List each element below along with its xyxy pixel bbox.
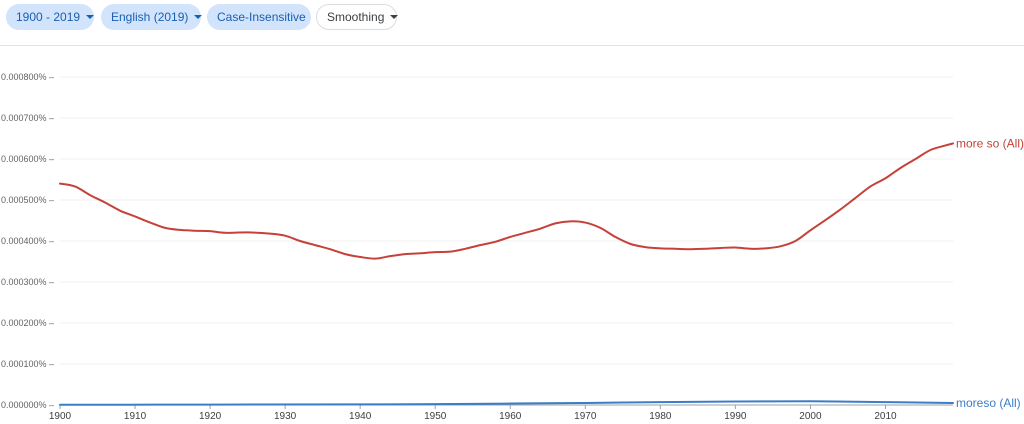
series-labels: more so (All) moreso (All) [956, 136, 1024, 410]
y-tick-label: 0.000400% – [1, 236, 54, 246]
x-tick-label: 2010 [874, 411, 897, 422]
y-tick-label: 0.000100% – [1, 359, 54, 369]
x-axis: 1900 1910 1920 1930 1940 1950 1960 1970 1980 1990… [49, 404, 953, 422]
x-tick-label: 1940 [349, 411, 372, 422]
corpus-dropdown[interactable]: English (2019) [101, 4, 203, 30]
series-line-1[interactable] [59, 142, 954, 260]
x-tick-label: 1990 [724, 411, 747, 422]
case-insensitive-toggle[interactable]: Case-Insensitive [207, 4, 311, 30]
x-tick-label: 1920 [199, 411, 222, 422]
y-axis: 0.000000% – 0.000100% – 0.000200% – 0.00030… [1, 72, 54, 410]
x-tick-label: 1960 [499, 411, 522, 422]
x-tick-label: 1910 [124, 411, 147, 422]
y-tick-label: 0.000700% – [1, 113, 54, 123]
x-tick-label: 1930 [274, 411, 297, 422]
year-range-label: 1900 - 2019 [16, 10, 81, 24]
x-tick-label: 2000 [799, 411, 822, 422]
y-tick-label: 0.000200% – [1, 318, 54, 328]
y-tick-label: 0.000000% – [1, 400, 54, 410]
series-line-2[interactable] [59, 400, 954, 406]
corpus-label: English (2019) [111, 10, 189, 24]
x-tick-label: 1950 [424, 411, 447, 422]
series-lines [59, 142, 954, 406]
y-tick-label: 0.000300% – [1, 277, 54, 287]
series-label-2[interactable]: moreso (All) [956, 396, 1021, 410]
smoothing-dropdown[interactable]: Smoothing [316, 4, 399, 30]
ngram-line-chart: 1900 1910 1920 1930 1940 1950 1960 1970 1980 1990… [1, 72, 1024, 422]
caret-down-icon [194, 14, 203, 19]
smoothing-label: Smoothing [327, 10, 385, 24]
x-tick-label: 1900 [49, 411, 72, 422]
x-tick-label: 1970 [574, 411, 597, 422]
case-insensitive-label: Case-Insensitive [217, 10, 306, 24]
gridlines [60, 76, 953, 365]
year-range-dropdown[interactable]: 1900 - 2019 [6, 4, 95, 30]
filter-toolbar: 1900 - 2019 English (2019) Case-Insensit… [0, 0, 1024, 46]
y-tick-label: 0.000800% – [1, 72, 54, 82]
x-tick-label: 1980 [649, 411, 672, 422]
caret-down-icon [86, 14, 95, 19]
series-label-1[interactable]: more so (All) [956, 136, 1024, 150]
caret-down-icon [390, 14, 399, 19]
y-tick-label: 0.000600% – [1, 154, 54, 164]
y-tick-label: 0.000500% – [1, 195, 54, 205]
